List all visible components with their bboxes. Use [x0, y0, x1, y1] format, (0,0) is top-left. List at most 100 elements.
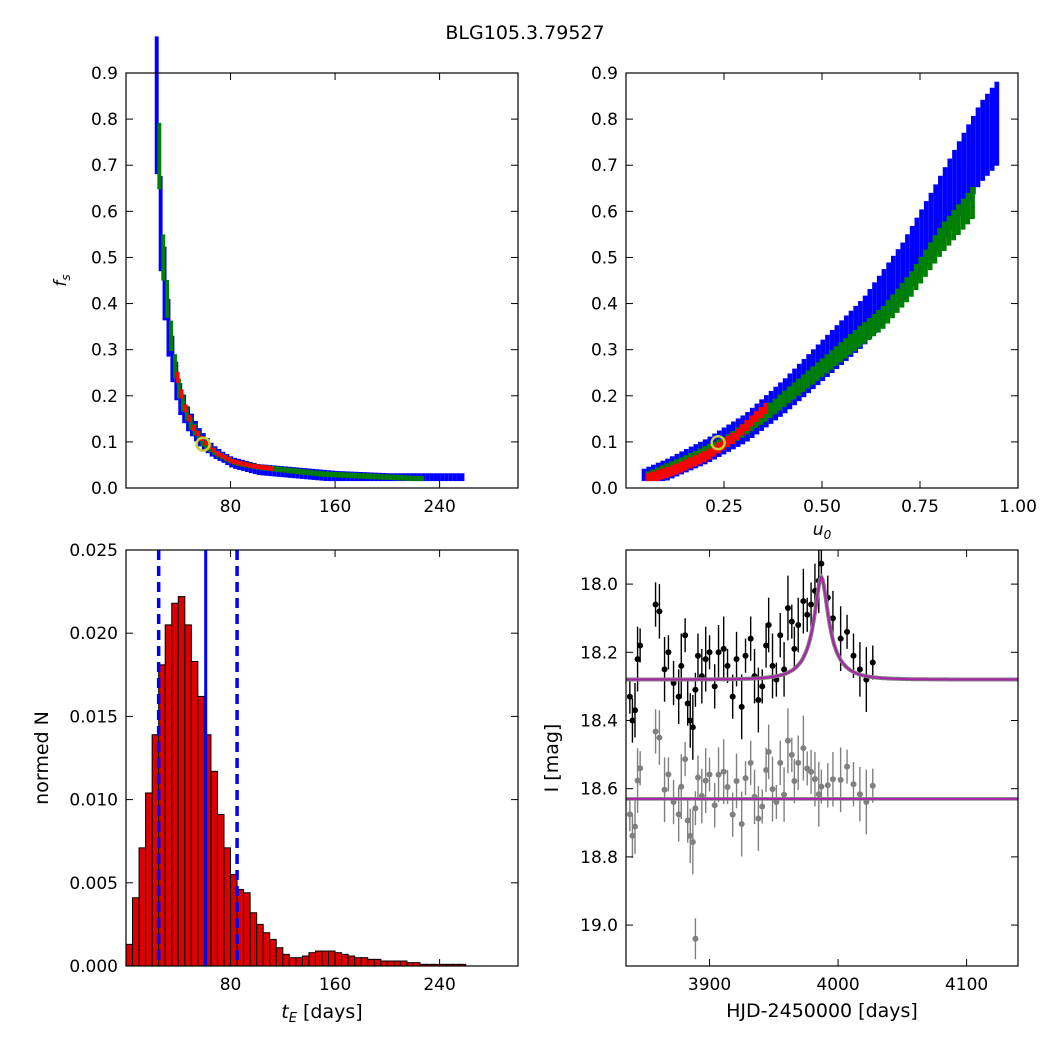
density-cell-outer — [890, 255, 896, 312]
x-tick-label: 80 — [220, 975, 242, 995]
residual-point — [777, 759, 784, 766]
histogram-bar — [269, 938, 277, 967]
residual-point — [729, 811, 736, 818]
density-cell-mid — [800, 374, 806, 393]
panel-te_histogram: 80 160 240 0.000 0.005 0.010 0.015 0.020 0.025 tE… — [31, 541, 519, 1026]
density-cell-mid — [890, 294, 895, 319]
histogram-bar — [334, 952, 343, 967]
density-cell-mid — [899, 282, 905, 308]
density-cell-outer — [970, 115, 976, 195]
y-tick-label: 18.4 — [580, 711, 618, 731]
residual-point — [769, 786, 776, 793]
density-cell-mid — [880, 305, 886, 329]
density-cell-mid — [852, 330, 858, 352]
density-cell-outer — [933, 184, 939, 252]
density-cell-inner — [687, 457, 693, 469]
density-cell-inner — [697, 453, 703, 465]
y-tick-label: 0.015 — [69, 707, 118, 727]
y-tick-label: 0.4 — [91, 295, 118, 315]
density-cell-mid — [412, 475, 417, 482]
residual-point — [634, 777, 641, 784]
density-cell-mid — [763, 406, 768, 422]
density-cell-mid — [833, 346, 839, 367]
density-cell-mid — [286, 467, 291, 474]
density-cell-inner — [250, 463, 255, 469]
data-point — [724, 662, 731, 669]
residual-point — [791, 778, 798, 785]
density-cell-mid — [353, 472, 358, 479]
data-point — [631, 707, 638, 714]
density-cell-mid — [274, 466, 279, 472]
residual-point — [824, 782, 831, 789]
data-point — [804, 611, 811, 618]
data-point — [656, 608, 663, 615]
best-fit-marker — [710, 435, 726, 451]
y-tick-label: 0.0 — [91, 479, 118, 499]
histogram-bar — [282, 953, 290, 967]
density-cell-inner — [650, 471, 656, 482]
density-cell-outer — [980, 99, 986, 181]
residual-point — [804, 765, 811, 772]
data-point — [769, 662, 776, 669]
density-cell-inner — [195, 430, 200, 436]
density-cell-mid — [946, 215, 952, 246]
density-cell-inner — [222, 455, 227, 460]
density-cell-inner — [187, 414, 192, 422]
histogram-bar — [177, 596, 186, 967]
residual-point — [684, 817, 691, 824]
histogram-bar — [399, 960, 408, 967]
y-tick-label: 0.9 — [91, 64, 118, 84]
y-tick-label: 0.8 — [91, 110, 118, 130]
data-point — [856, 666, 863, 673]
residual-point — [682, 756, 689, 763]
y-axis-label: I [mag] — [541, 724, 563, 793]
density-cell-mid — [169, 320, 174, 352]
density-cell-outer — [853, 305, 859, 353]
density-cell-outer — [867, 288, 873, 339]
histogram-bar — [275, 947, 284, 967]
panel-fs_vs_u0: 0.25 0.50 0.75 1.00 0.0 0.1 0.2 0.3 0.4 0.5 0.6 0.7… — [591, 64, 1037, 542]
residual-point — [755, 815, 762, 822]
data-point — [763, 642, 770, 649]
density-cell-mid — [173, 354, 177, 379]
data-point — [781, 666, 788, 673]
density-cell-inner — [191, 425, 196, 432]
data-point — [837, 635, 844, 642]
data-point — [759, 683, 766, 690]
x-tick-label: 3900 — [688, 975, 731, 995]
density-cell-outer — [166, 298, 171, 357]
residual-point — [829, 776, 836, 783]
density-cell-mid — [325, 471, 330, 478]
y-tick-label: 18.0 — [580, 575, 618, 595]
histogram-bar — [216, 814, 225, 967]
density-cell-inner — [739, 424, 745, 436]
density-cell-outer — [938, 175, 943, 245]
density-cell-mid — [796, 378, 801, 396]
density-cell-mid — [365, 473, 370, 479]
residual-point — [800, 745, 807, 752]
y-axis-label: fs — [51, 274, 73, 286]
x-tick-label: 240 — [423, 975, 455, 995]
density-cell-mid — [282, 467, 287, 473]
density-cell-inner — [183, 404, 188, 413]
histogram-bar — [373, 958, 382, 967]
density-cell-mid — [404, 475, 409, 481]
density-cell-mid — [302, 469, 307, 475]
x-tick-label: 160 — [319, 975, 351, 995]
data-point — [795, 622, 802, 629]
histogram-bar — [380, 960, 388, 967]
histogram-bar — [301, 955, 310, 967]
density-cell-inner — [230, 458, 235, 464]
data-point — [844, 628, 851, 635]
density-cell-mid — [965, 192, 971, 225]
y-tick-label: 0.6 — [91, 202, 118, 222]
data-point — [692, 686, 699, 693]
residual-point — [694, 774, 701, 781]
density-cell-inner — [711, 445, 717, 457]
y-tick-label: 0.2 — [91, 387, 118, 407]
y-tick-label: 0.8 — [591, 110, 618, 130]
figure-title: BLG105.3.79527 — [445, 22, 605, 44]
density-cell-outer — [905, 234, 910, 294]
y-tick-label: 0.4 — [591, 295, 618, 315]
residual-point — [706, 771, 713, 778]
